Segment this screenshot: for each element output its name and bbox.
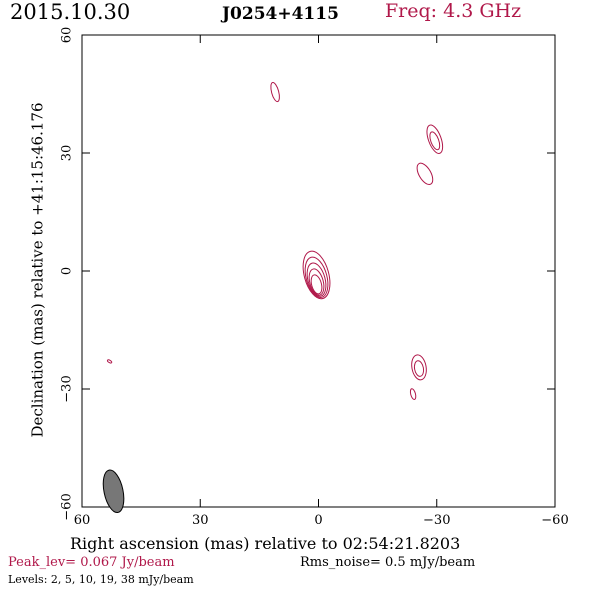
- contour-level: [106, 359, 113, 364]
- x-tick-label: −60: [541, 513, 568, 528]
- contour-level: [416, 162, 434, 185]
- observation-date: 2015.10.30: [10, 0, 131, 24]
- beam-group: [102, 469, 125, 514]
- contour-level: [409, 388, 417, 400]
- rms-noise-label: Rms_noise= 0.5 mJy/beam: [300, 555, 476, 570]
- y-tick-label: −30: [60, 375, 75, 402]
- contour-level: [308, 268, 325, 296]
- component-knot-e: [416, 162, 434, 185]
- source-name: J0254+4115: [222, 4, 339, 24]
- contour-level: [411, 354, 427, 381]
- x-tick-label: −30: [423, 513, 450, 528]
- contour-group: [106, 81, 444, 400]
- component-knot-n: [270, 81, 280, 103]
- contour-level: [426, 124, 444, 154]
- contour-level: [310, 274, 323, 295]
- x-axis-title: Right ascension (mas) relative to 02:54:…: [70, 534, 461, 553]
- contour-level: [270, 81, 280, 103]
- peak-level-label: Peak_lev= 0.067 Jy/beam: [8, 555, 175, 570]
- component-core: [302, 250, 331, 300]
- restoring-beam: [102, 469, 125, 514]
- x-tick-label: 30: [192, 513, 209, 528]
- component-spot-south: [409, 388, 417, 400]
- frequency-label: Freq: 4.3 GHz: [385, 0, 522, 22]
- y-tick-label: −60: [60, 493, 75, 520]
- contour-level: [413, 360, 425, 377]
- component-spot-w: [106, 359, 113, 364]
- contour-levels-label: Levels: 2, 5, 10, 19, 38 mJy/beam: [8, 573, 194, 586]
- y-tick-label: 60: [60, 27, 75, 44]
- y-tick-label: 30: [60, 145, 75, 162]
- y-tick-label: 0: [60, 267, 75, 275]
- tick-group: 60 30 0 −30 −60 −60 −30 0 30 60: [60, 27, 569, 528]
- contour-level: [306, 262, 327, 297]
- contour-level: [304, 256, 329, 298]
- component-jet-south: [411, 354, 427, 381]
- contour-level: [302, 250, 331, 300]
- x-tick-label: 60: [74, 513, 91, 528]
- x-tick-label: 0: [314, 513, 322, 528]
- contour-level: [429, 131, 441, 151]
- component-knot-ne: [426, 124, 444, 154]
- y-axis-title: Declination (mas) relative to +41:15:46.…: [28, 102, 47, 438]
